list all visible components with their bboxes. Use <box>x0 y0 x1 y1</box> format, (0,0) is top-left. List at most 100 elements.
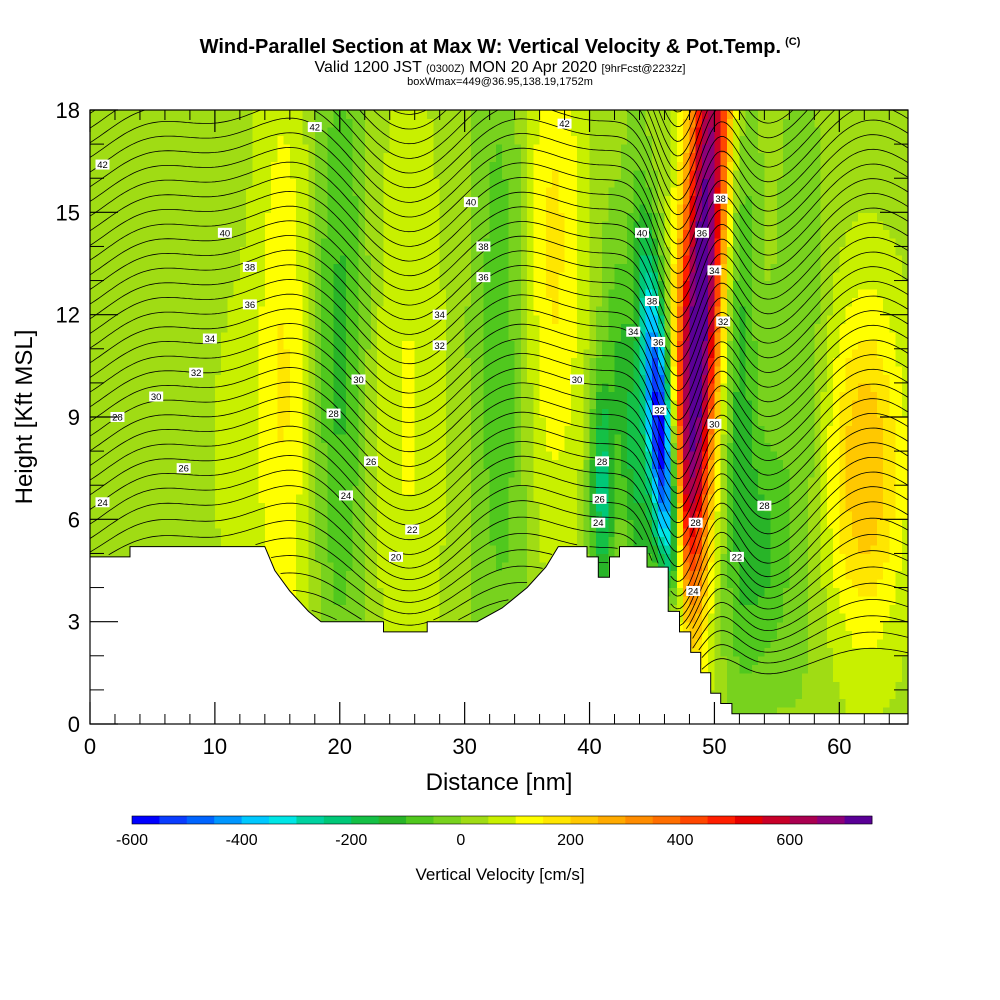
contour-label-text: 28 <box>597 457 608 468</box>
contour-label: 28 <box>757 500 772 512</box>
contour-label-text: 30 <box>572 375 583 386</box>
contour-label-text: 38 <box>715 194 726 205</box>
colorbar-swatch <box>378 816 407 824</box>
theta-contour-line <box>271 555 908 629</box>
y-tick-label: 0 <box>68 712 80 737</box>
y-tick-label: 15 <box>56 200 80 225</box>
colorbar-tick-label: 200 <box>557 832 584 849</box>
contour-label-text: 32 <box>434 341 445 352</box>
theta-contour-line <box>90 249 908 377</box>
contour-label: 28 <box>110 412 125 424</box>
box-info: boxWmax=449@36.95,138.19,1752m <box>407 76 593 88</box>
colorbar-swatch <box>570 816 599 824</box>
x-tick-label: 30 <box>452 734 476 759</box>
contour-label: 40 <box>217 227 232 239</box>
colorbar: -600 -400 -200 0 200 400 600 <box>116 815 873 849</box>
x-tick-label: 50 <box>702 734 726 759</box>
colorbar-swatch <box>323 816 352 824</box>
contour-label: 36 <box>694 227 709 239</box>
contour-label-text: 34 <box>205 334 216 345</box>
theta-contour-line <box>90 469 908 597</box>
colorbar-tick-label: 0 <box>456 832 465 849</box>
title-main: Wind-Parallel Section at Max W: Vertical… <box>199 36 782 58</box>
contour-label: 42 <box>557 118 572 130</box>
contour-label: 38 <box>476 241 491 253</box>
contour-label: 42 <box>95 159 110 171</box>
x-tick-label: 0 <box>84 734 96 759</box>
contour-label-text: 28 <box>690 518 701 529</box>
theta-contour-line <box>255 537 908 629</box>
theta-contour-line <box>671 78 684 83</box>
theta-contour-line <box>280 572 908 639</box>
contour-label: 42 <box>307 122 322 134</box>
contour-label: 38 <box>644 296 659 308</box>
chart-subtitle: Valid 1200 JST (0300Z) MON 20 Apr 2020 [… <box>0 59 1000 77</box>
colorbar-swatch <box>680 816 708 824</box>
colorbar-swatch <box>406 816 434 824</box>
contour-label: 36 <box>242 299 257 311</box>
contour-label: 22 <box>729 551 744 563</box>
contour-label: 20 <box>388 551 403 563</box>
contour-label: 24 <box>591 517 606 529</box>
colorbar-tick-label: -600 <box>116 832 148 849</box>
forecast-info: [9hrFcst@2232z] <box>601 63 686 75</box>
y-tick-label: 9 <box>68 405 80 430</box>
contour-label: 40 <box>463 197 478 209</box>
contour-label-text: 42 <box>559 119 570 130</box>
contour-label: 26 <box>176 463 191 475</box>
contour-label: 22 <box>405 524 420 536</box>
colorbar-swatch <box>351 816 380 824</box>
x-axis-label: Distance [nm] <box>426 769 573 796</box>
contour-label-text: 22 <box>732 552 743 563</box>
contour-label: 38 <box>713 193 728 205</box>
contour-label: 26 <box>592 493 607 505</box>
theta-contour-line <box>90 352 908 480</box>
contour-label-text: 24 <box>593 518 604 529</box>
y-tick-label: 3 <box>68 610 80 635</box>
theta-contour-line <box>90 146 908 274</box>
terrain <box>90 546 908 724</box>
contour-label-text: 24 <box>97 498 108 509</box>
contour-label: 30 <box>570 374 585 386</box>
theta-contour-line <box>90 455 908 582</box>
contour-label-text: 36 <box>245 300 256 311</box>
theta-contour-line <box>90 132 908 260</box>
theta-contour-line <box>311 610 908 653</box>
theta-contour-line <box>90 161 908 289</box>
theta-contour-line <box>701 631 908 664</box>
theta-contour-line <box>90 235 908 362</box>
theta-contour-line <box>90 279 908 406</box>
contour-label: 32 <box>189 367 204 379</box>
x-tick-label: 40 <box>577 734 601 759</box>
theta-contour-line <box>90 367 908 494</box>
contour-label-text: 32 <box>191 368 202 379</box>
theta-contour-line <box>90 323 908 450</box>
terrain-outline <box>90 546 908 715</box>
theta-contour-line <box>90 264 908 392</box>
contour-label-text: 22 <box>407 525 418 536</box>
theta-contour-line <box>90 110 908 216</box>
copyright-mark: (C) <box>785 36 801 49</box>
contour-label: 34 <box>202 333 217 345</box>
colorbar-swatch <box>625 816 654 824</box>
theta-contour-line <box>108 520 908 626</box>
theta-contour-line <box>90 110 822 186</box>
contour-label-text: 38 <box>478 242 489 253</box>
colorbar-swatch <box>214 816 243 824</box>
contour-label: 28 <box>688 517 703 529</box>
contour-label: 30 <box>149 391 164 403</box>
x-tick-label: 60 <box>827 734 851 759</box>
contour-label: 36 <box>476 272 491 284</box>
theta-contour-line <box>90 205 908 333</box>
contour-label: 24 <box>95 497 110 509</box>
contour-label: 24 <box>686 585 701 597</box>
theta-contour-line <box>90 440 908 568</box>
y-axis-label: Height [Kft MSL] <box>11 330 38 505</box>
contour-label-text: 30 <box>709 419 720 430</box>
colorbar-tick-label: -200 <box>335 832 367 849</box>
colorbar-swatch <box>296 816 325 824</box>
theta-contour-line <box>90 110 836 201</box>
contour-label: 40 <box>634 227 649 239</box>
contour-label: 28 <box>326 408 341 420</box>
